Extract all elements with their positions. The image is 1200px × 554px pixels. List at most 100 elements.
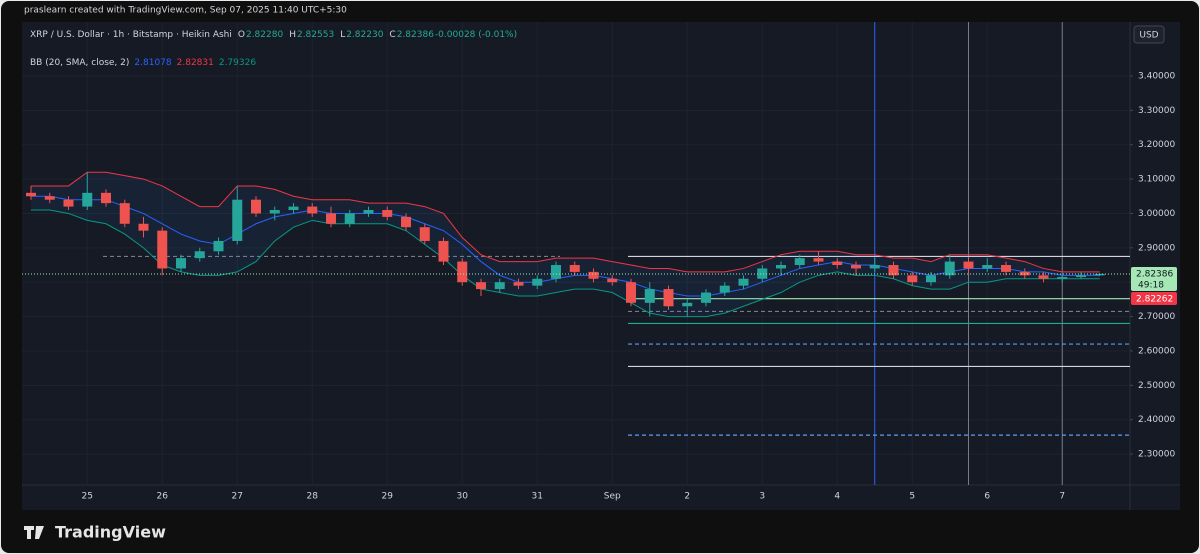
candle-body <box>82 192 93 207</box>
indicator-value: 2.81078 <box>134 58 171 68</box>
candle-body <box>26 192 36 197</box>
price-box <box>1131 291 1177 305</box>
candle-body <box>963 261 974 269</box>
y-tick-label: 2.40000 <box>1138 415 1175 425</box>
band-line <box>31 171 1100 273</box>
candle-body <box>607 278 618 283</box>
candle-body <box>344 213 355 224</box>
x-tick-label: 7 <box>1059 492 1065 502</box>
candle-body <box>907 275 918 283</box>
candle-body <box>719 285 730 293</box>
indicator-value: 2.79326 <box>219 58 256 68</box>
ohlc-value: 2.82386 <box>397 30 434 40</box>
candle-body <box>794 258 805 266</box>
x-tick-label: 4 <box>834 492 840 502</box>
caption: praslearn created with TradingView.com, … <box>24 6 347 16</box>
candle-body <box>926 275 936 283</box>
x-tick-label: 26 <box>157 492 169 502</box>
candle-body <box>176 258 186 269</box>
ohlc-key: C <box>389 30 395 40</box>
candle-body <box>1076 275 1086 278</box>
brand-name: TradingView <box>55 523 166 542</box>
x-tick-label: 31 <box>532 492 543 502</box>
candle-body <box>63 199 74 207</box>
candle-body <box>701 292 711 303</box>
x-tick-label: 3 <box>759 492 765 502</box>
candle-body <box>757 268 768 279</box>
candle-body <box>569 265 580 272</box>
candle-body <box>251 199 261 214</box>
candle-body <box>738 278 749 286</box>
ohlc-value: 2.82230 <box>346 30 383 40</box>
candle-body <box>663 289 674 307</box>
band-line <box>31 209 1100 318</box>
candle-body <box>382 210 393 217</box>
y-tick-label: 3.00000 <box>1138 209 1175 219</box>
candle-body <box>138 223 149 231</box>
y-tick-label: 3.30000 <box>1138 106 1175 116</box>
candle-body <box>888 265 899 276</box>
candle-body <box>326 213 336 224</box>
candle-body <box>494 282 505 290</box>
y-tick-label: 3.10000 <box>1138 175 1175 185</box>
currency-label: USD <box>1139 31 1158 41</box>
legend: XRP / U.S. Dollar · 1h · Bitstamp · Heik… <box>30 30 517 68</box>
candle-body <box>682 302 693 307</box>
currency-button[interactable] <box>1133 25 1165 44</box>
candle-body <box>644 289 655 303</box>
candle-body <box>513 282 524 286</box>
x-tick-label: 27 <box>232 492 243 502</box>
band-line <box>31 195 1100 297</box>
candle-body <box>869 265 880 269</box>
y-tick-label: 2.90000 <box>1138 243 1175 253</box>
indicator-value: 2.82831 <box>177 58 214 68</box>
ohlc-key: H <box>289 30 296 40</box>
candle-body <box>1057 277 1068 279</box>
candle-body <box>832 261 843 266</box>
candle-body <box>101 192 111 204</box>
countdown: 49:18 <box>1138 280 1164 290</box>
candle-body <box>438 240 449 262</box>
y-tick-label: 2.70000 <box>1138 312 1175 322</box>
y-tick-label: 3.20000 <box>1138 140 1175 150</box>
candle-body <box>476 282 486 290</box>
candle-body <box>44 196 55 200</box>
candle-body <box>213 240 224 252</box>
candle-body <box>626 282 636 303</box>
candle-body <box>551 265 561 279</box>
candle-body <box>269 210 280 214</box>
candle-body <box>288 206 299 211</box>
candle-body <box>776 265 786 269</box>
ohlc-value: 2.82280 <box>246 30 283 40</box>
x-tick-label: 25 <box>82 492 93 502</box>
candle-body <box>1038 275 1049 279</box>
last-price-box <box>1131 266 1177 291</box>
candle-body <box>119 203 130 224</box>
candle-body <box>401 216 411 228</box>
x-tick-label: 30 <box>457 492 469 502</box>
candle-body <box>1001 265 1011 272</box>
candle-body <box>363 210 374 214</box>
ohlc-value: 2.82553 <box>297 30 334 40</box>
candle-body <box>982 265 993 269</box>
brand-logo <box>24 526 44 539</box>
x-tick-label: 2 <box>684 492 690 502</box>
symbol: XRP / U.S. Dollar · 1h · Bitstamp · Heik… <box>30 30 232 40</box>
grid: 3.40000 3.30000 3.20000 3.10000 3.00000 2.900… <box>22 22 1175 502</box>
candle-body <box>232 199 243 241</box>
x-tick-label: 29 <box>382 492 394 502</box>
candle-body <box>419 227 430 241</box>
y-tick-label: 3.40000 <box>1138 71 1175 81</box>
candle-body <box>532 278 543 286</box>
symbol-line: XRP / U.S. Dollar · 1h · Bitstamp · Heik… <box>30 30 517 40</box>
ohlc-key: O <box>238 30 245 40</box>
candle-body <box>1094 273 1105 276</box>
x-tick-label: 6 <box>984 492 990 502</box>
ohlc-value: -0.00028 (-0.01%) <box>435 30 517 40</box>
last-price-label: 2.82386 <box>1136 269 1173 279</box>
x-tick-label: 28 <box>307 492 319 502</box>
candle-body <box>851 265 861 269</box>
x-tick-label: 5 <box>909 492 915 502</box>
candle-body <box>588 271 599 279</box>
